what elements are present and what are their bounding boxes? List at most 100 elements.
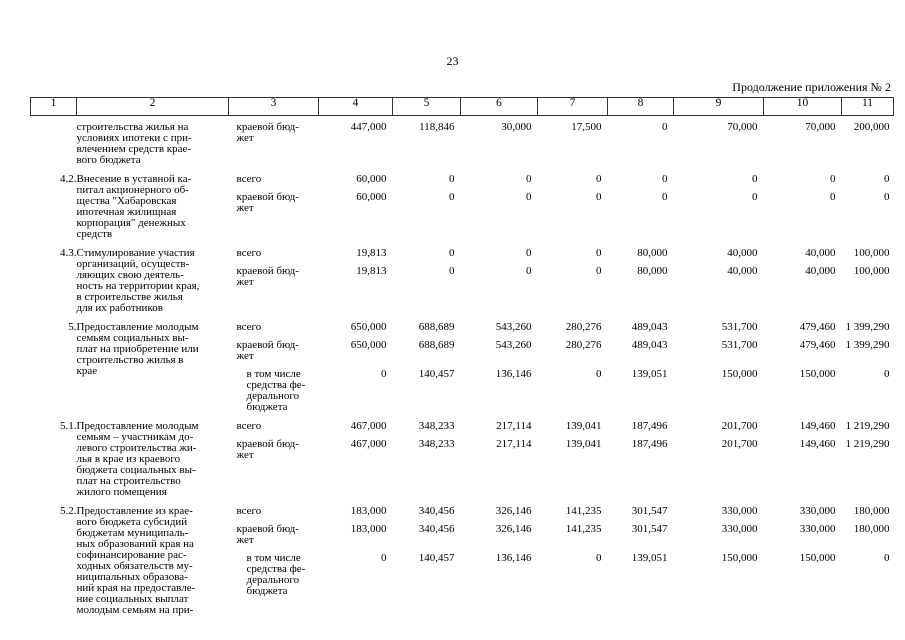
- budget-line: краевой бюд- жет 183,000 340,456 326,146 141…: [229, 524, 894, 546]
- amount-cell: 0: [596, 173, 602, 185]
- amount-cell: 180,000: [853, 505, 890, 517]
- amount-cell: 650,000: [350, 339, 387, 351]
- amount-cell: 479,460: [799, 339, 836, 351]
- amount-cell: 140,457: [418, 368, 455, 380]
- item-number: 4.2.: [60, 173, 77, 185]
- column-header-3: 3: [228, 97, 319, 116]
- amount-cell: 80,000: [637, 247, 668, 259]
- table-row: строительства жилья на условиях ипотеки …: [31, 116, 894, 175]
- budget-source-label: всего: [236, 420, 262, 432]
- appendix-continuation-label: Продолжение приложения № 2: [732, 80, 891, 94]
- column-header-9: 9: [673, 97, 764, 116]
- amount-cell: 118,846: [419, 121, 455, 133]
- item-number: 5.: [68, 321, 77, 333]
- amount-cell: 340,456: [418, 505, 455, 517]
- item-number: 5.2.: [60, 505, 77, 517]
- column-header-7: 7: [537, 97, 608, 116]
- amount-cell: 467,000: [350, 420, 387, 432]
- amount-cell: 136,146: [495, 552, 532, 564]
- amount-cell: 0: [596, 368, 602, 380]
- amount-cell: 80,000: [637, 265, 668, 277]
- column-header-10: 10: [763, 97, 842, 116]
- amount-cell: 180,000: [853, 523, 890, 535]
- amount-cell: 0: [449, 173, 455, 185]
- amount-cell: 0: [752, 173, 758, 185]
- budget-line: краевой бюд- жет 19,813 0 0 0 80,000 40,000 40,…: [229, 266, 894, 288]
- table-header: 1 2 3 4 5 6 7 8 9 10 11: [30, 97, 894, 116]
- amount-cell: 0: [662, 121, 668, 133]
- amount-cell: 139,041: [565, 420, 602, 432]
- amount-cell: 531,700: [721, 339, 758, 351]
- amount-cell: 100,000: [853, 265, 890, 277]
- amount-cell: 40,000: [805, 265, 836, 277]
- amount-cell: 326,146: [495, 505, 532, 517]
- amount-cell: 0: [662, 191, 668, 203]
- amount-cell: 280,276: [565, 339, 602, 351]
- amount-cell: 0: [449, 247, 455, 259]
- item-number: 5.1.: [60, 420, 77, 432]
- item-description: Стимулирование участия организаций, осущ…: [76, 247, 200, 314]
- amount-cell: 183,000: [350, 505, 387, 517]
- amount-cell: 340,456: [418, 523, 455, 535]
- amount-cell: 1 219,290: [845, 420, 890, 432]
- amount-cell: 19,813: [356, 265, 387, 277]
- amount-cell: 201,700: [721, 438, 758, 450]
- amount-cell: 447,000: [350, 121, 387, 133]
- amount-cell: 479,460: [799, 321, 836, 333]
- amount-cell: 136,146: [495, 368, 532, 380]
- page-number: 23: [446, 54, 459, 68]
- amount-cell: 330,000: [799, 523, 836, 535]
- budget-source-label: всего: [236, 247, 262, 259]
- budget-line: всего 467,000 348,233 217,114 139,041 187,496…: [229, 421, 894, 432]
- amount-cell: 650,000: [350, 321, 387, 333]
- amount-cell: 30,000: [501, 121, 532, 133]
- amount-cell: 150,000: [799, 552, 836, 564]
- budget-source-label: краевой бюд- жет: [236, 339, 299, 362]
- amount-cell: 543,260: [495, 339, 532, 351]
- budget-source-label: краевой бюд- жет: [236, 438, 299, 461]
- amount-cell: 467,000: [350, 438, 387, 450]
- amount-cell: 187,496: [631, 420, 668, 432]
- amount-cell: 19,813: [356, 247, 387, 259]
- amount-cell: 40,000: [805, 247, 836, 259]
- amount-cell: 150,000: [799, 368, 836, 380]
- amount-cell: 0: [596, 265, 602, 277]
- budget-source-label: всего: [236, 505, 262, 517]
- table-body: строительства жилья на условиях ипотеки …: [31, 116, 894, 625]
- amount-cell: 139,051: [631, 552, 668, 564]
- amount-cell: 149,460: [799, 438, 836, 450]
- budget-lines-cell: всего 19,813 0 0 0 80,000 40,000 40,000 100,000 к…: [229, 248, 894, 322]
- budget-table: 1 2 3 4 5 6 7 8 9 10 11 строительства жилья на усл…: [30, 97, 894, 624]
- amount-cell: 139,051: [631, 368, 668, 380]
- budget-source-label: всего: [236, 321, 262, 333]
- budget-source-label: в том числе средства фе- дерального бюдж…: [246, 368, 306, 413]
- budget-source-label: краевой бюд- жет: [236, 191, 299, 214]
- item-number: [31, 116, 77, 175]
- amount-cell: 1 399,290: [845, 321, 890, 333]
- amount-cell: 348,233: [418, 420, 455, 432]
- amount-cell: 688,689: [418, 321, 455, 333]
- amount-cell: 0: [830, 173, 836, 185]
- amount-cell: 348,233: [418, 438, 455, 450]
- budget-line: краевой бюд- жет 60,000 0 0 0 0 0 0 0: [229, 192, 894, 214]
- amount-cell: 0: [596, 191, 602, 203]
- amount-cell: 141,235: [565, 505, 602, 517]
- amount-cell: 301,547: [631, 505, 668, 517]
- item-number: 4.3.: [60, 247, 77, 259]
- budget-line: в том числе средства фе- дерального бюдж…: [229, 553, 894, 597]
- amount-cell: 531,700: [721, 321, 758, 333]
- amount-cell: 40,000: [727, 247, 758, 259]
- budget-line: всего 183,000 340,456 326,146 141,235 301,547…: [229, 506, 894, 517]
- amount-cell: 150,000: [721, 552, 758, 564]
- column-header-11: 11: [841, 97, 894, 116]
- column-number-row: 1 2 3 4 5 6 7 8 9 10 11: [30, 97, 894, 116]
- column-header-5: 5: [392, 97, 461, 116]
- amount-cell: 0: [526, 191, 532, 203]
- amount-cell: 280,276: [565, 321, 602, 333]
- column-header-1: 1: [30, 97, 77, 116]
- budget-line: краевой бюд- жет 467,000 348,233 217,114 139…: [229, 439, 894, 461]
- budget-line: всего 650,000 688,689 543,260 280,276 489,043…: [229, 322, 894, 333]
- amount-cell: 0: [884, 191, 890, 203]
- column-header-6: 6: [460, 97, 538, 116]
